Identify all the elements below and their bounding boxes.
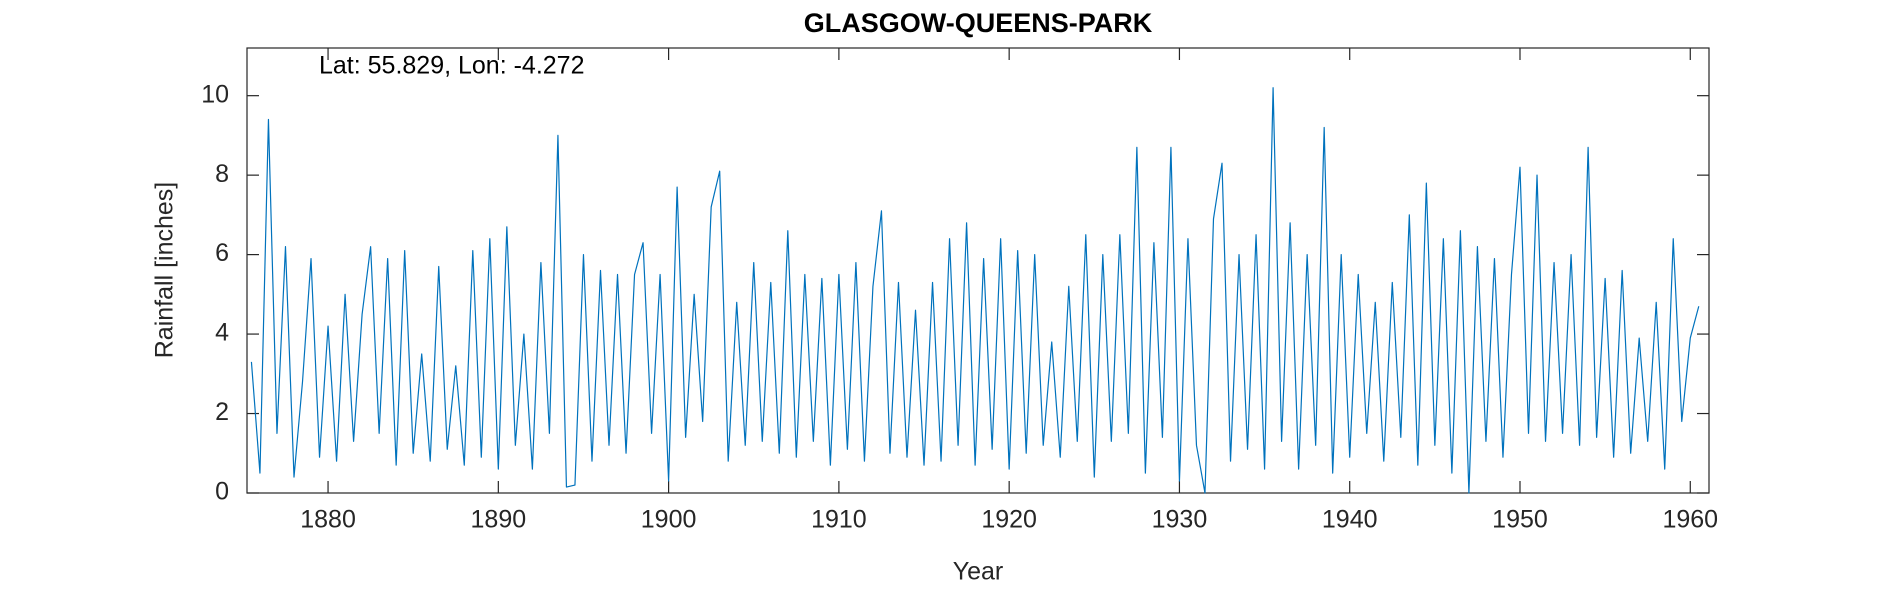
x-tick-label: 1880 <box>300 506 356 534</box>
x-tick-label: 1920 <box>981 506 1037 534</box>
x-tick-label: 1910 <box>811 506 867 534</box>
x-tick-label: 1890 <box>471 506 527 534</box>
chart-title: GLASGOW-QUEENS-PARK <box>804 8 1153 38</box>
x-tick-label: 1900 <box>641 506 697 534</box>
annotation: Lat: 55.829, Lon: -4.272 <box>319 52 585 80</box>
rainfall-line <box>250 87 1700 494</box>
y-tick-label: 10 <box>201 80 229 108</box>
x-tick-label: 1960 <box>1662 506 1718 534</box>
y-tick-label: 6 <box>215 239 229 267</box>
x-tick-label: 1950 <box>1492 506 1548 534</box>
y-tick-label: 8 <box>215 160 229 188</box>
y-tick-label: 0 <box>215 478 229 506</box>
x-axis-label: Year <box>953 558 1004 586</box>
x-tick-label: 1940 <box>1322 506 1378 534</box>
y-tick-label: 2 <box>215 398 229 426</box>
y-axis-label: Rainfall [inches] <box>151 182 179 358</box>
x-tick-label: 1930 <box>1152 506 1208 534</box>
y-tick-label: 4 <box>215 319 229 347</box>
